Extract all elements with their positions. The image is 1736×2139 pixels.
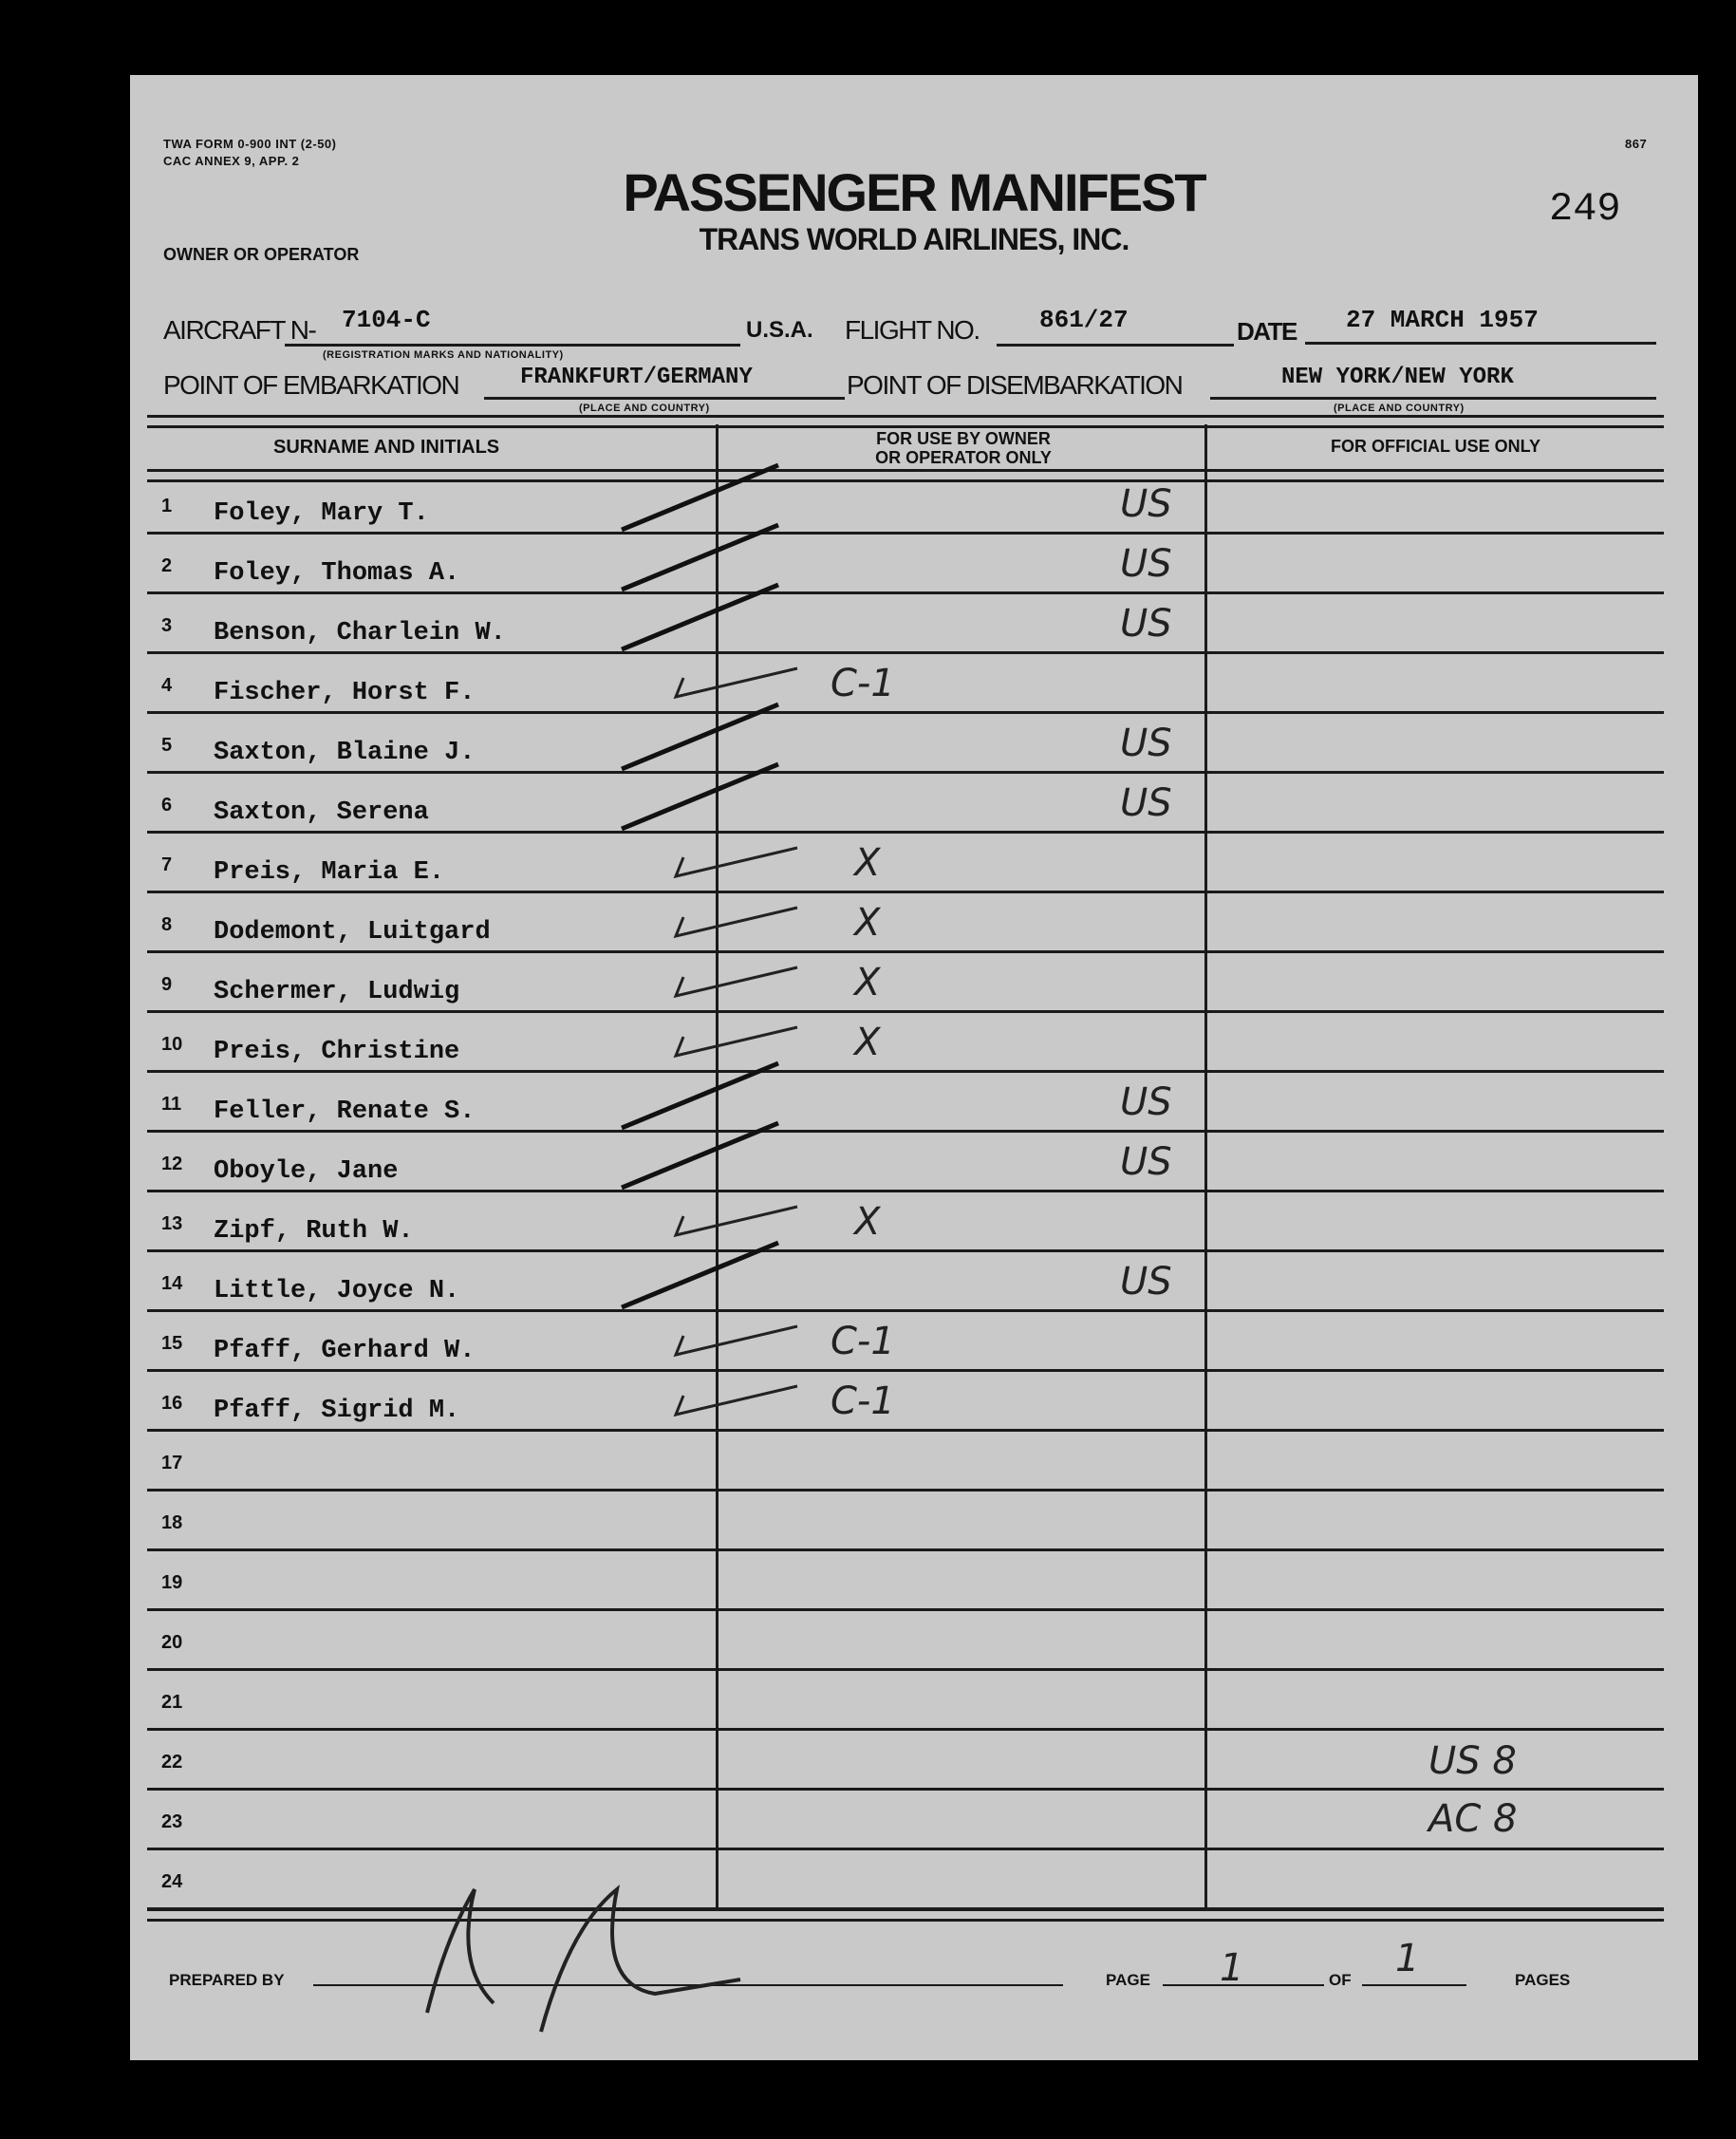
page-title: PASSENGER MANIFEST [623,162,1206,222]
flight-label: FLIGHT NO. [845,315,980,345]
disembarkation-label: POINT OF DISEMBARKATION [847,370,1184,400]
prepared-by-label: PREPARED BY [169,1971,285,1989]
row-number: 21 [161,1692,183,1713]
form-number: TWA FORM 0-900 INT (2-50) [163,137,337,151]
owner-mark: C-1 [831,1320,895,1363]
owner-mark: US [1120,1080,1172,1124]
passenger-name: Preis, Maria E. [214,858,445,887]
page-value: 1 [1220,1946,1244,1990]
row-number: 15 [161,1333,183,1354]
passenger-name: Foley, Thomas A. [214,559,460,588]
official-tally-ac: AC 8 [1428,1797,1518,1841]
passenger-name: Preis, Christine [214,1038,460,1066]
owner-mark: X [854,841,881,885]
embarkation-value: FRANKFURT/GERMANY [520,365,753,390]
of-label: OF [1329,1971,1352,1989]
total-pages-value: 1 [1395,1937,1420,1980]
owner-mark: X [854,1021,881,1064]
owner-mark: C-1 [831,662,895,705]
aircraft-note: (REGISTRATION MARKS AND NATIONALITY) [323,349,564,361]
date-label: DATE [1237,317,1297,346]
passenger-name: Saxton, Blaine J. [214,739,476,767]
header-owner-use-2: OR OPERATOR ONLY [875,448,1052,467]
passenger-name: Little, Joyce N. [214,1277,460,1305]
aircraft-label: AIRCRAFT N- [163,315,317,345]
passenger-name: Fischer, Horst F. [214,679,476,707]
owner-mark: US [1120,542,1172,586]
row-number: 14 [161,1273,183,1294]
header-surname: SURNAME AND INITIALS [273,437,500,458]
row-number: 8 [161,914,173,935]
row-number: 19 [161,1572,183,1593]
row-number: 18 [161,1512,183,1533]
owner-mark: US [1120,1260,1172,1304]
disembarkation-value: NEW YORK/NEW YORK [1281,365,1514,390]
owner-mark: X [854,901,881,945]
row-number: 12 [161,1154,183,1174]
page-label: PAGE [1106,1971,1150,1989]
row-number: 1 [161,496,173,516]
serial-number: 249 [1549,186,1621,232]
owner-mark: US [1120,1140,1172,1184]
header-owner-use-1: FOR USE BY OWNER [876,429,1051,448]
passenger-name: Pfaff, Gerhard W. [214,1337,476,1365]
row-number: 22 [161,1752,183,1773]
row-number: 13 [161,1213,183,1234]
owner-mark: X [854,1200,881,1244]
aircraft-value: 7104-C [342,306,431,334]
owner-mark: US [1120,722,1172,765]
embarkation-note: (PLACE AND COUNTRY) [579,403,710,414]
header-official-use: FOR OFFICIAL USE ONLY [1330,437,1541,456]
passenger-name: Feller, Renate S. [214,1098,476,1126]
row-number: 9 [161,974,173,995]
owner-mark: US [1120,781,1172,825]
row-number: 16 [161,1393,183,1414]
flight-prefix: U.S.A. [746,317,813,343]
form-annex: CAC ANNEX 9, APP. 2 [163,154,300,168]
passenger-name: Zipf, Ruth W. [214,1217,414,1246]
passenger-name: Oboyle, Jane [214,1157,399,1186]
passenger-name: Benson, Charlein W. [214,619,506,647]
passenger-name: Foley, Mary T. [214,499,429,528]
date-value: 27 MARCH 1957 [1346,306,1539,334]
row-number: 3 [161,615,173,636]
row-number: 6 [161,795,173,816]
disembarkation-note: (PLACE AND COUNTRY) [1334,403,1465,414]
owner-mark: US [1120,482,1172,526]
passenger-name: Saxton, Serena [214,798,429,827]
flight-value: 861/27 [1039,306,1129,334]
page-subtitle: TRANS WORLD AIRLINES, INC. [699,222,1130,256]
owner-mark: C-1 [831,1379,895,1423]
row-number: 7 [161,854,173,875]
row-number: 24 [161,1871,183,1892]
row-number: 4 [161,675,173,696]
row-number: 10 [161,1034,183,1055]
embarkation-label: POINT OF EMBARKATION [163,370,460,400]
official-tally-us: US 8 [1428,1739,1517,1783]
row-number: 23 [161,1811,183,1832]
passenger-name: Schermer, Ludwig [214,978,460,1006]
row-number: 11 [161,1094,182,1115]
row-number: 5 [161,735,173,756]
row-number: 20 [161,1632,183,1653]
row-number: 17 [161,1453,183,1473]
owner-label: OWNER OR OPERATOR [163,245,360,264]
row-number: 2 [161,555,173,576]
passenger-name: Dodemont, Luitgard [214,918,491,947]
passenger-name: Pfaff, Sigrid M. [214,1397,460,1425]
pages-label: PAGES [1515,1971,1571,1989]
owner-mark: X [854,961,881,1004]
sheet-number: 867 [1625,137,1648,151]
owner-mark: US [1120,602,1172,646]
